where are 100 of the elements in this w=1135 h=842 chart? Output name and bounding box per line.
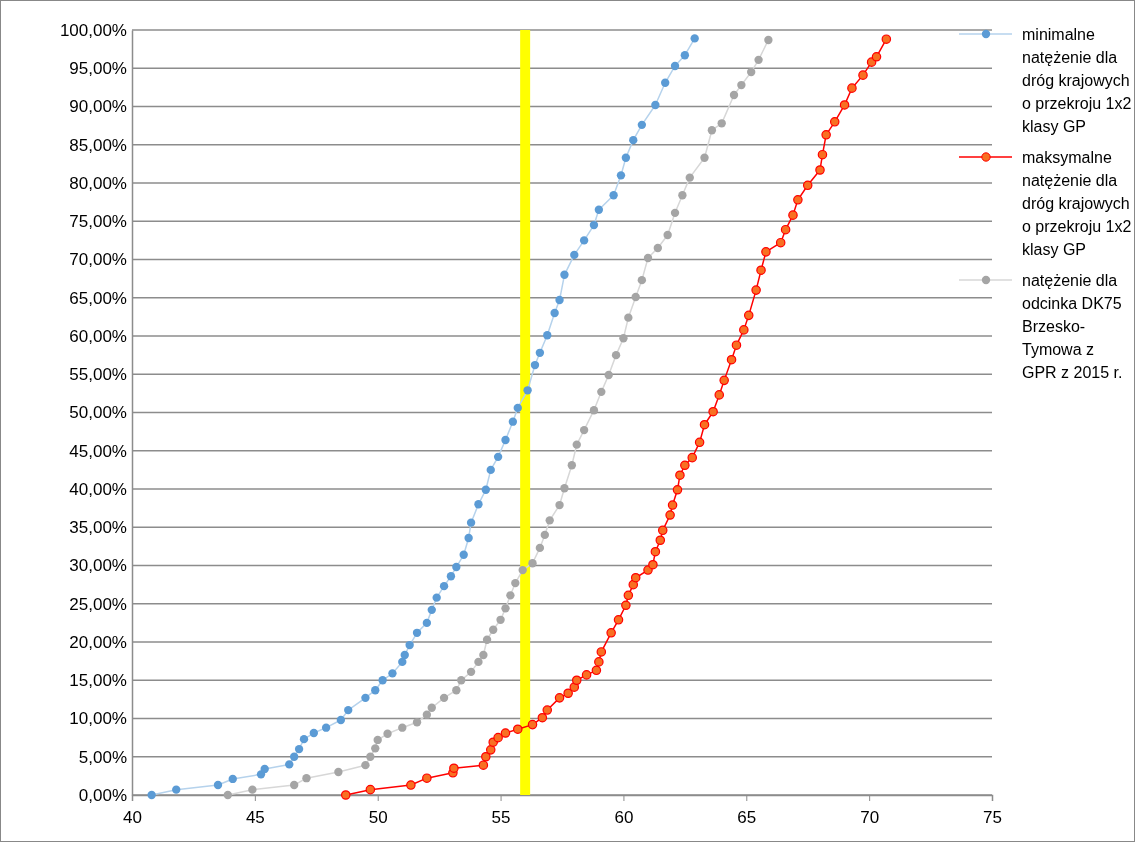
point: [439, 693, 449, 703]
point: [228, 774, 237, 784]
point: [479, 650, 488, 660]
point: [579, 236, 589, 245]
y-tick-label: 10,00%: [69, 709, 127, 729]
point: [383, 729, 392, 738]
point: [690, 34, 699, 43]
point: [501, 435, 510, 445]
point: [643, 253, 653, 263]
point: [637, 120, 647, 130]
point: [540, 530, 549, 540]
y-tick-label: 0,00%: [78, 785, 127, 805]
point: [422, 710, 432, 719]
y-tick-label: 75,00%: [69, 212, 127, 232]
y-tick-label: 15,00%: [69, 671, 127, 691]
point: [321, 723, 331, 732]
point: [427, 605, 436, 615]
point: [611, 350, 621, 360]
point: [678, 191, 687, 200]
point: [555, 500, 564, 510]
point: [513, 403, 522, 413]
x-tick-label: 45: [245, 807, 265, 827]
y-tick-label: 85,00%: [69, 135, 127, 155]
point: [567, 461, 577, 470]
point: [373, 735, 382, 745]
point: [405, 640, 414, 650]
point: [651, 100, 660, 110]
point: [508, 417, 518, 426]
point: [729, 90, 739, 100]
point: [560, 484, 569, 493]
point: [518, 565, 527, 575]
point: [680, 51, 690, 60]
y-tick-label: 45,00%: [69, 441, 127, 461]
point: [422, 618, 432, 628]
y-tick-label: 50,00%: [69, 403, 127, 423]
point: [457, 676, 466, 685]
point: [493, 452, 503, 462]
x-tick-label: 50: [368, 807, 388, 827]
x-tick-label: 75: [983, 807, 1002, 827]
point: [398, 723, 407, 732]
point: [530, 360, 540, 370]
point: [717, 119, 726, 128]
point: [653, 243, 663, 253]
legend-label: minimalne natężenie dla dróg krajowych o przekroju 1x2 klasy GP: [1022, 26, 1132, 135]
point: [309, 728, 319, 738]
x-tick-label: 65: [737, 807, 757, 827]
point: [223, 790, 233, 800]
point: [661, 78, 670, 87]
point: [616, 171, 626, 180]
point: [378, 676, 387, 685]
point: [466, 518, 476, 527]
point: [285, 760, 294, 769]
point: [754, 55, 763, 65]
point: [670, 61, 680, 71]
point: [700, 153, 709, 162]
point: [412, 718, 422, 727]
point: [366, 752, 375, 761]
x-tick-label: 40: [123, 807, 142, 827]
point: [334, 767, 343, 777]
point: [550, 308, 559, 318]
point: [589, 220, 599, 230]
point: [570, 250, 579, 260]
y-tick-label: 100,00%: [59, 20, 127, 40]
y-tick-label: 65,00%: [69, 288, 127, 308]
y-tick-label: 60,00%: [69, 326, 127, 346]
y-tick-label: 55,00%: [69, 365, 127, 385]
y-tick-label: 80,00%: [69, 173, 127, 193]
point: [624, 313, 633, 322]
legend-label: maksymalne natężenie dla dróg krajowych o przekroju 1x2 klasy GP: [1022, 149, 1132, 258]
y-tick-label: 5,00%: [78, 747, 127, 767]
y-tick-label: 20,00%: [69, 632, 127, 652]
point: [474, 657, 483, 667]
point: [629, 135, 638, 145]
point: [289, 780, 299, 790]
x-tick-label: 60: [614, 807, 634, 827]
point: [707, 126, 717, 135]
point: [631, 292, 640, 302]
point: [361, 760, 370, 770]
point: [213, 780, 223, 790]
point: [737, 80, 746, 90]
point: [619, 334, 628, 343]
point: [543, 331, 552, 340]
point: [511, 578, 520, 588]
point: [637, 275, 647, 285]
point: [545, 516, 554, 525]
point: [336, 715, 346, 725]
y-tick-label: 95,00%: [69, 59, 127, 79]
point: [685, 173, 694, 182]
point: [398, 657, 407, 667]
point: [594, 205, 604, 214]
point: [302, 773, 311, 783]
point: [147, 790, 156, 800]
point: [439, 581, 449, 591]
point: [482, 635, 492, 644]
point: [452, 686, 461, 695]
point: [764, 35, 773, 45]
y-tick-label: 25,00%: [69, 594, 127, 614]
point: [670, 208, 680, 218]
point: [579, 425, 589, 435]
point: [489, 625, 498, 634]
